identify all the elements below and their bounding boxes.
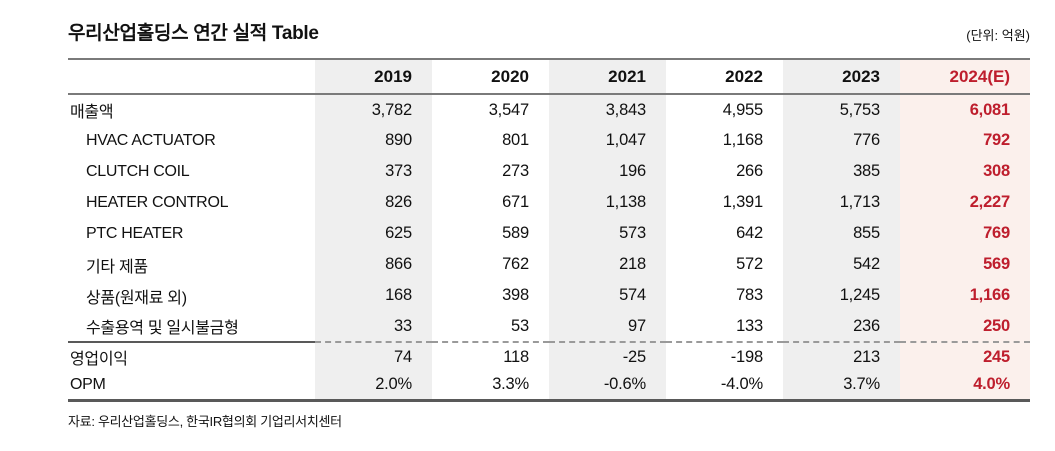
cell: 792 xyxy=(900,125,1030,156)
cell: 398 xyxy=(502,286,529,304)
cell: 769 xyxy=(900,218,1030,249)
table-row-ptc-heater: PTC HEATER 625 589 573 642 855 769 xyxy=(68,218,1030,249)
cell: 3,843 xyxy=(549,94,666,125)
column-header-2022: 2022 xyxy=(666,59,783,95)
column-header-2024e: 2024(E) xyxy=(900,59,1030,95)
table-header-bar: 우리산업홀딩스 연간 실적 Table (단위: 억원) xyxy=(68,18,1030,45)
cell: 826 xyxy=(315,187,432,218)
cell: 573 xyxy=(549,218,666,249)
cell: 801 xyxy=(502,131,529,149)
table-row-merchandise: 상품(원재료 외) 168 398 574 783 1,245 1,166 xyxy=(68,280,1030,311)
cell: 625 xyxy=(315,218,432,249)
cell: 3.7% xyxy=(783,371,900,400)
cell: 196 xyxy=(549,156,666,187)
cell: 245 xyxy=(900,341,1030,371)
cell: -0.6% xyxy=(549,371,666,400)
cell: 133 xyxy=(736,316,763,335)
table-row-heater-control: HEATER CONTROL 826 671 1,138 1,391 1,713… xyxy=(68,187,1030,218)
cell: 118 xyxy=(432,341,549,371)
cell: 3,547 xyxy=(488,100,529,119)
row-label: 매출액 xyxy=(70,104,114,121)
cell: 385 xyxy=(783,156,900,187)
cell: 218 xyxy=(549,249,666,280)
cell: 168 xyxy=(315,280,432,311)
cell: 1,391 xyxy=(722,193,763,211)
cell: 1,138 xyxy=(549,187,666,218)
row-label: 기타 제품 xyxy=(86,258,148,276)
cell: 542 xyxy=(783,249,900,280)
cell: 776 xyxy=(783,125,900,156)
cell: 572 xyxy=(736,255,763,273)
cell: 1,166 xyxy=(900,280,1030,311)
unit-label: (단위: 억원) xyxy=(966,28,1030,43)
row-label: CLUTCH COIL xyxy=(86,162,190,180)
cell: 2,227 xyxy=(900,187,1030,218)
row-label: OPM xyxy=(70,375,106,393)
cell: 308 xyxy=(900,156,1030,187)
cell: 783 xyxy=(736,286,763,304)
cell: 250 xyxy=(900,311,1030,342)
cell: 762 xyxy=(502,255,529,273)
row-label: 상품(원재료 외) xyxy=(86,289,187,307)
column-header-row: 2019 2020 2021 2022 2023 2024(E) xyxy=(68,59,1030,95)
row-label: 영업이익 xyxy=(68,341,315,371)
cell: 569 xyxy=(900,249,1030,280)
column-header-2023: 2023 xyxy=(783,59,900,95)
cell: 890 xyxy=(315,125,432,156)
cell: 5,753 xyxy=(783,94,900,125)
cell: 642 xyxy=(736,224,763,242)
cell: 4.0% xyxy=(900,371,1030,400)
cell: 53 xyxy=(511,316,529,335)
page-title: 우리산업홀딩스 연간 실적 Table xyxy=(68,23,319,44)
table-row-export-services: 수출용역 및 일시불금형 33 53 97 133 236 250 xyxy=(68,311,1030,342)
cell: 1,047 xyxy=(549,125,666,156)
cell: 33 xyxy=(315,311,432,342)
column-header-2021: 2021 xyxy=(549,59,666,95)
cell: 273 xyxy=(502,162,529,180)
cell: -4.0% xyxy=(720,375,763,394)
cell: 574 xyxy=(549,280,666,311)
table-row-hvac-actuator: HVAC ACTUATOR 890 801 1,047 1,168 776 79… xyxy=(68,125,1030,156)
cell: -198 xyxy=(666,341,783,371)
cell: 1,713 xyxy=(783,187,900,218)
cell: 866 xyxy=(315,249,432,280)
column-header-2020: 2020 xyxy=(432,59,549,95)
cell: 1,168 xyxy=(722,131,763,149)
cell: 373 xyxy=(315,156,432,187)
row-label: 수출용역 및 일시불금형 xyxy=(86,320,239,337)
annual-results-table: 2019 2020 2021 2022 2023 2024(E) 매출액 3,7… xyxy=(68,58,1030,402)
source-note: 자료: 우리산업홀딩스, 한국IR협의회 기업리서치센터 xyxy=(68,413,342,429)
table-row-revenue: 매출액 3,782 3,547 3,843 4,955 5,753 6,081 xyxy=(68,94,1030,125)
row-label: PTC HEATER xyxy=(86,224,184,242)
cell: 97 xyxy=(549,311,666,342)
table-row-opm: OPM 2.0% 3.3% -0.6% -4.0% 3.7% 4.0% xyxy=(68,371,1030,400)
cell: 3.3% xyxy=(492,375,529,394)
cell: 2.0% xyxy=(315,371,432,400)
cell: 74 xyxy=(315,341,432,371)
cell: 266 xyxy=(736,162,763,180)
cell: 1,245 xyxy=(783,280,900,311)
cell: 6,081 xyxy=(900,94,1030,125)
cell: 855 xyxy=(783,218,900,249)
cell: 589 xyxy=(502,224,529,242)
row-label: HEATER CONTROL xyxy=(86,193,229,211)
cell: 4,955 xyxy=(722,100,763,119)
table-row-clutch-coil: CLUTCH COIL 373 273 196 266 385 308 xyxy=(68,156,1030,187)
row-label: HVAC ACTUATOR xyxy=(86,131,216,149)
table-row-other-products: 기타 제품 866 762 218 572 542 569 xyxy=(68,249,1030,280)
cell: 213 xyxy=(783,341,900,371)
cell: -25 xyxy=(549,341,666,371)
table-row-operating-profit: 영업이익 74 118 -25 -198 213 245 xyxy=(68,341,1030,371)
column-header-2019: 2019 xyxy=(315,59,432,95)
cell: 671 xyxy=(502,193,529,211)
cell: 3,782 xyxy=(315,94,432,125)
cell: 236 xyxy=(783,311,900,342)
label-column-header xyxy=(68,59,315,95)
